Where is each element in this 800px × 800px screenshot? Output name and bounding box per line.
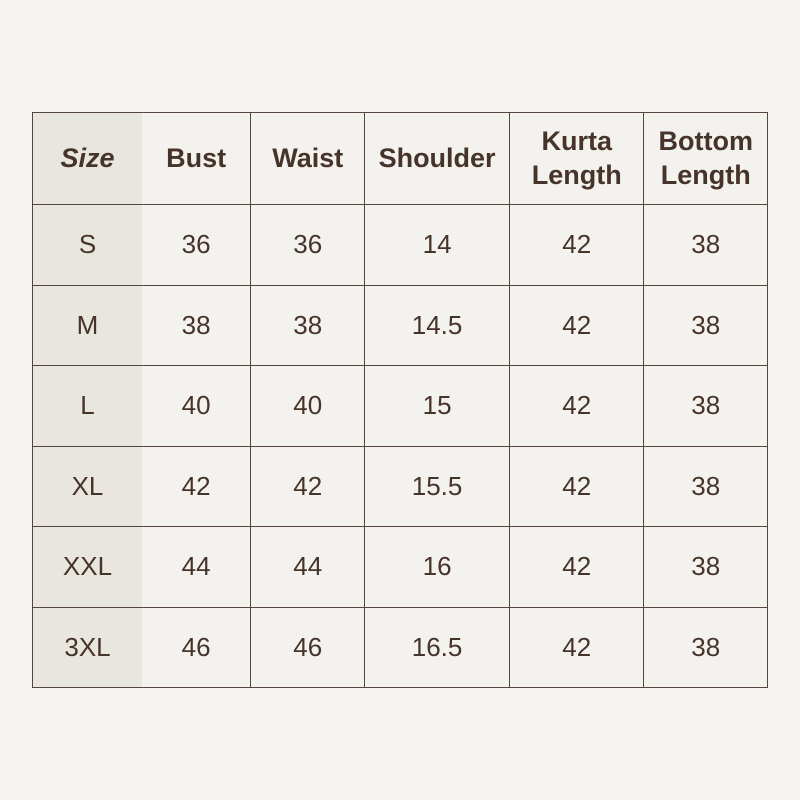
table-row-s: S 36 36 14 42 38 [32,204,768,286]
cell-size: M [32,284,142,366]
cell-waist: 44 [250,526,366,608]
cell-kurta-length: 42 [508,526,645,608]
cell-shoulder: 16 [364,526,510,608]
cell-size: XXL [32,526,142,608]
cell-waist: 36 [250,204,366,286]
cell-bust: 44 [142,526,252,608]
cell-bust: 46 [142,606,252,688]
cell-bottom-length: 38 [643,445,768,527]
cell-bottom-length: 38 [643,365,768,447]
cell-bust: 36 [142,204,252,286]
column-header-shoulder: Shoulder [364,112,510,205]
cell-shoulder: 16.5 [364,606,510,688]
size-chart-table: Size Bust Waist Shoulder Kurta Length Bo… [32,112,768,688]
cell-kurta-length: 42 [508,204,645,286]
cell-size: XL [32,445,142,527]
cell-shoulder: 15.5 [364,445,510,527]
table-row-xl: XL 42 42 15.5 42 38 [32,445,768,527]
cell-waist: 38 [250,284,366,366]
cell-shoulder: 14 [364,204,510,286]
cell-bust: 38 [142,284,252,366]
table-row-l: L 40 40 15 42 38 [32,365,768,447]
cell-bottom-length: 38 [643,526,768,608]
column-header-size: Size [32,112,142,205]
table-row-xxl: XXL 44 44 16 42 38 [32,526,768,608]
cell-bottom-length: 38 [643,606,768,688]
cell-size: S [32,204,142,286]
column-header-bottom-length: Bottom Length [643,112,768,205]
cell-waist: 40 [250,365,366,447]
cell-kurta-length: 42 [508,606,645,688]
cell-kurta-length: 42 [508,445,645,527]
table-row-m: M 38 38 14.5 42 38 [32,284,768,366]
cell-bust: 40 [142,365,252,447]
cell-waist: 46 [250,606,366,688]
cell-bust: 42 [142,445,252,527]
cell-waist: 42 [250,445,366,527]
cell-shoulder: 14.5 [364,284,510,366]
cell-size: 3XL [32,606,142,688]
column-header-bust: Bust [142,112,252,205]
cell-shoulder: 15 [364,365,510,447]
table-row-3xl: 3XL 46 46 16.5 42 38 [32,606,768,688]
cell-kurta-length: 42 [508,365,645,447]
cell-bottom-length: 38 [643,204,768,286]
column-header-bottom-length-label: Bottom Length [658,125,753,190]
column-header-waist: Waist [250,112,366,205]
cell-size: L [32,365,142,447]
header-row: Size Bust Waist Shoulder Kurta Length Bo… [32,112,768,205]
column-header-kurta-length-label: Kurta Length [531,125,622,190]
cell-bottom-length: 38 [643,284,768,366]
column-header-kurta-length: Kurta Length [508,112,645,205]
cell-kurta-length: 42 [508,284,645,366]
